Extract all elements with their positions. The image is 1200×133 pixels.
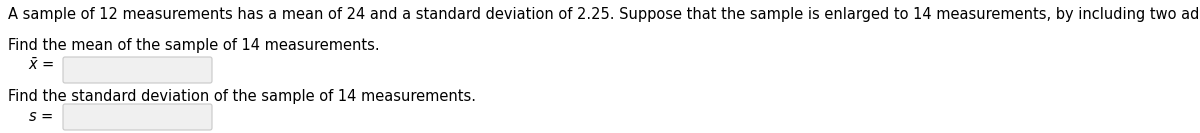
Text: Find the mean of the sample of 14 measurements.: Find the mean of the sample of 14 measur… [8,38,379,53]
FancyBboxPatch shape [64,57,212,83]
Text: A sample of 12 measurements has a mean of 24 and a standard deviation of 2.25. S: A sample of 12 measurements has a mean o… [8,7,1200,22]
Text: Find the standard deviation of the sample of 14 measurements.: Find the standard deviation of the sampl… [8,89,476,104]
FancyBboxPatch shape [64,104,212,130]
Text: $s$ =: $s$ = [28,109,53,124]
Text: $\bar{x}$ =: $\bar{x}$ = [28,57,54,73]
